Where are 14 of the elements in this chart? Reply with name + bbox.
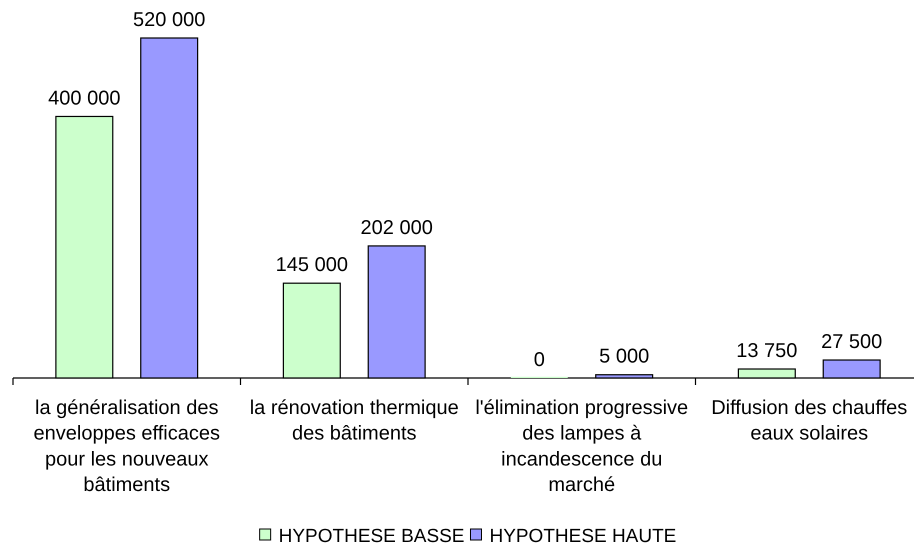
data-label: 520 000 — [133, 9, 206, 31]
data-label: 145 000 — [276, 254, 348, 276]
data-label: 0 — [534, 349, 545, 371]
data-label: 5 000 — [599, 346, 650, 368]
x-tick-label: la rénovation thermique des bâtiments — [250, 397, 459, 445]
data-label: 13 750 — [736, 340, 798, 362]
x-tick-label: la généralisation des enveloppes efficaces pour les nouveaux bâtiments — [34, 397, 220, 496]
legend-label: HYPOTHESE BASSE — [278, 526, 464, 547]
data-label: 400 000 — [48, 87, 120, 110]
data-label: 202 000 — [360, 216, 433, 239]
data-label: 27 500 — [821, 331, 882, 354]
legend-label: HYPOTHESE HAUTE — [489, 526, 676, 547]
x-tick-label: Diffusion des chauffes eaux solaires — [711, 397, 908, 445]
x-tick-label: l'élimination progressive des lampes à incandescence du marché — [475, 397, 688, 496]
